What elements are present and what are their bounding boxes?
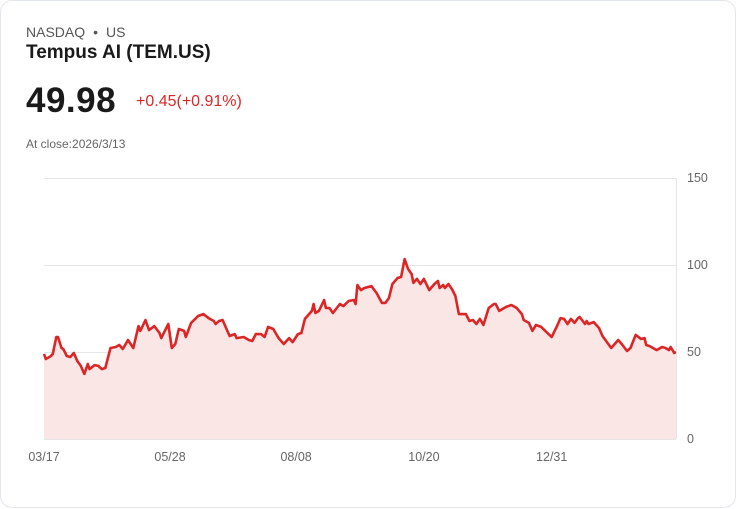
y-tick-label: 50 — [687, 345, 701, 359]
current-price: 49.98 — [26, 81, 117, 120]
exchange-line: NASDAQ • US — [26, 24, 125, 40]
separator-dot: • — [93, 24, 99, 40]
price-area-fill — [44, 259, 676, 439]
x-tick-label: 03/17 — [28, 450, 59, 464]
price-line — [42, 257, 677, 376]
stock-title: Tempus AI (TEM.US) — [26, 42, 211, 63]
y-tick-label: 0 — [687, 432, 694, 446]
x-tick-label: 10/20 — [408, 450, 439, 464]
y-tick-label: 150 — [687, 171, 708, 185]
price-change: +0.45(+0.91%) — [136, 93, 242, 110]
x-tick-label: 05/28 — [154, 450, 185, 464]
exchange-name: NASDAQ — [26, 24, 86, 40]
region: US — [106, 24, 126, 40]
y-tick-label: 100 — [687, 258, 708, 272]
x-tick-label: 12/31 — [536, 450, 567, 464]
close-date: At close:2026/3/13 — [26, 137, 126, 151]
x-tick-label: 08/08 — [280, 450, 311, 464]
